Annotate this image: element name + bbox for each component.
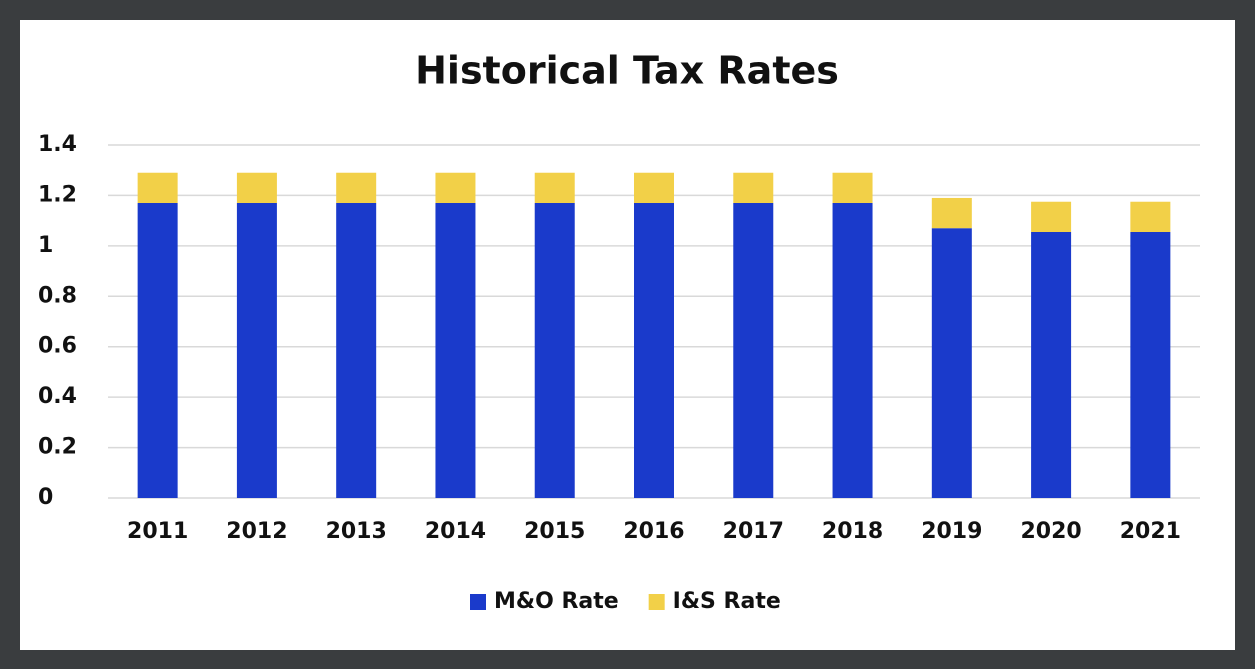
bar-segment [1130, 231, 1171, 498]
bar-segment [634, 202, 674, 498]
x-tick-label: 2014 [425, 519, 486, 544]
x-tick-label: 2021 [1120, 519, 1181, 544]
y-tick-label: 0.4 [38, 384, 77, 409]
x-tick-label: 2013 [326, 519, 387, 544]
bar-segment [931, 197, 972, 229]
bar-segment [336, 172, 377, 203]
x-tick-label: 2011 [127, 519, 188, 544]
x-tick-label: 2018 [822, 519, 883, 544]
x-tick-label: 2017 [723, 519, 784, 544]
bar-segment [435, 172, 476, 203]
bar-segment [236, 202, 277, 498]
x-tick-label: 2015 [524, 519, 585, 544]
legend-label: I&S Rate [673, 589, 781, 614]
bar-segment [634, 172, 674, 203]
bar-segment [1130, 201, 1171, 232]
bar-segment [336, 202, 377, 498]
bar-segment [236, 172, 277, 203]
bar-segment [733, 172, 774, 203]
bar-segment [137, 172, 178, 203]
bar-segment [832, 172, 873, 203]
y-tick-label: 0.2 [38, 435, 77, 460]
x-tick-label: 2019 [921, 519, 982, 544]
bar-segment [733, 202, 774, 498]
chart-title: Historical Tax Rates [415, 49, 839, 93]
legend-swatch [648, 594, 665, 610]
bar-segment [435, 202, 476, 498]
bar-segment [137, 202, 178, 498]
legend-swatch [470, 594, 486, 610]
bar-segment [534, 172, 575, 203]
bar-segment [534, 202, 575, 498]
bar-segment [1031, 231, 1072, 498]
y-tick-label: 1 [38, 233, 53, 258]
y-tick-label: 1.4 [38, 132, 77, 157]
y-tick-label: 0 [38, 485, 53, 510]
x-tick-label: 2020 [1020, 519, 1081, 544]
bar-segment [931, 228, 972, 498]
bar-segment [832, 202, 873, 498]
y-tick-label: 1.2 [38, 182, 77, 207]
legend-label: M&O Rate [494, 589, 619, 614]
x-tick-label: 2012 [226, 519, 287, 544]
y-tick-label: 0.8 [38, 283, 77, 308]
y-tick-label: 0.6 [38, 334, 77, 359]
x-tick-label: 2016 [623, 519, 684, 544]
bar-segment [1031, 201, 1072, 232]
